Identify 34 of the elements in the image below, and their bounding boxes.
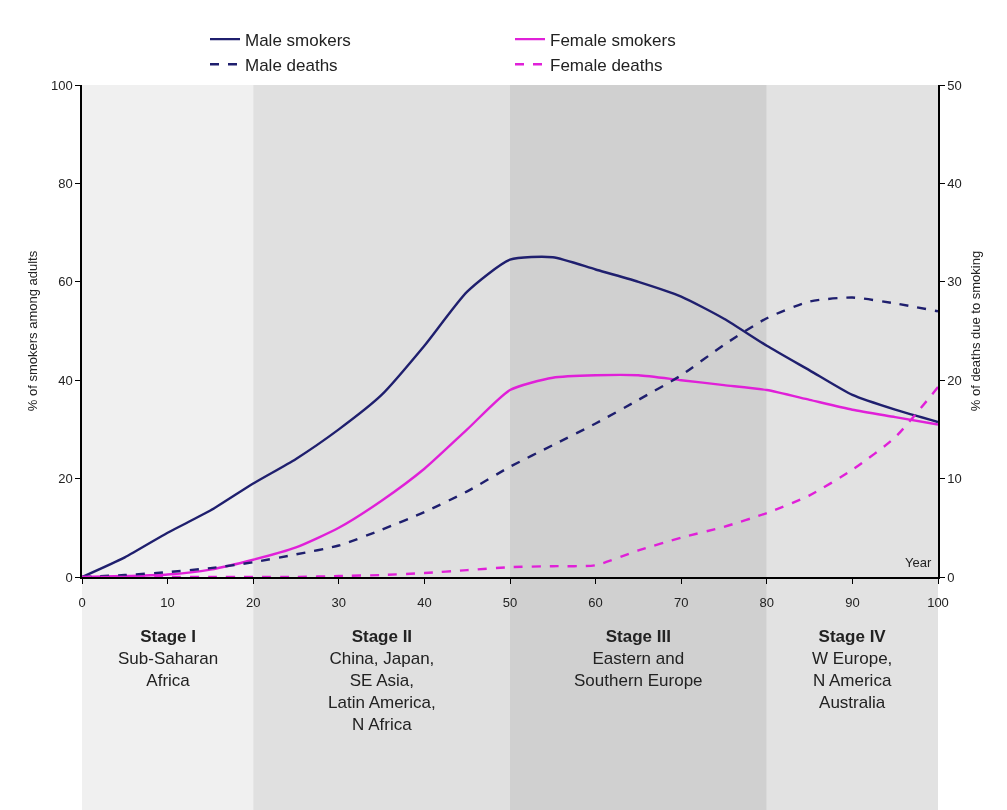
- y2-tick-label: 20: [947, 372, 962, 388]
- band-label: Stage I Sub-Saharan Africa: [118, 627, 219, 691]
- x-tick-label: 40: [417, 595, 432, 611]
- legend-label: Female smokers: [550, 30, 676, 50]
- x-tick-label: 10: [160, 595, 175, 611]
- x-tick-label: 80: [759, 595, 775, 611]
- x-axis-title: Year: [905, 555, 932, 570]
- x-tick-label: 100: [927, 595, 949, 611]
- band-label: Stage IV W Europe, N America Australia: [812, 627, 893, 713]
- x-tick-label: 50: [502, 595, 518, 611]
- y-tick-label: 20: [58, 471, 73, 487]
- band-label: Stage II China, Japan, SE Asia, Latin America, N Africa: [328, 627, 436, 735]
- y-tick-label: 40: [58, 372, 73, 388]
- y-tick-label: 60: [58, 274, 73, 290]
- legend-label: Male deaths: [245, 55, 338, 75]
- x-tick-label: 70: [673, 595, 689, 611]
- x-tick-label: 0: [78, 595, 86, 611]
- legend-label: Female deaths: [550, 55, 663, 75]
- x-tick-label: 20: [245, 595, 261, 611]
- y2-tick-label: 10: [947, 471, 962, 487]
- x-tick-label: 60: [588, 595, 603, 611]
- y-tick-label: 100: [50, 77, 73, 93]
- x-tick-label: 30: [331, 595, 347, 611]
- band-label: Stage III Eastern and Southern Europe: [574, 627, 703, 691]
- y2-tick-label: 50: [947, 77, 962, 93]
- y-tick-label: 0: [65, 569, 73, 585]
- y-axis-title: % of smokers among adults: [25, 250, 41, 412]
- x-tick-label: 90: [845, 595, 860, 611]
- y2-axis-title: % of deaths due to smoking: [967, 250, 983, 412]
- y2-tick-label: 30: [947, 274, 962, 290]
- y2-tick-label: 40: [947, 175, 962, 191]
- y-tick-label: 80: [58, 175, 73, 191]
- legend-label: Male smokers: [245, 30, 351, 50]
- y2-tick-label: 0: [947, 569, 955, 585]
